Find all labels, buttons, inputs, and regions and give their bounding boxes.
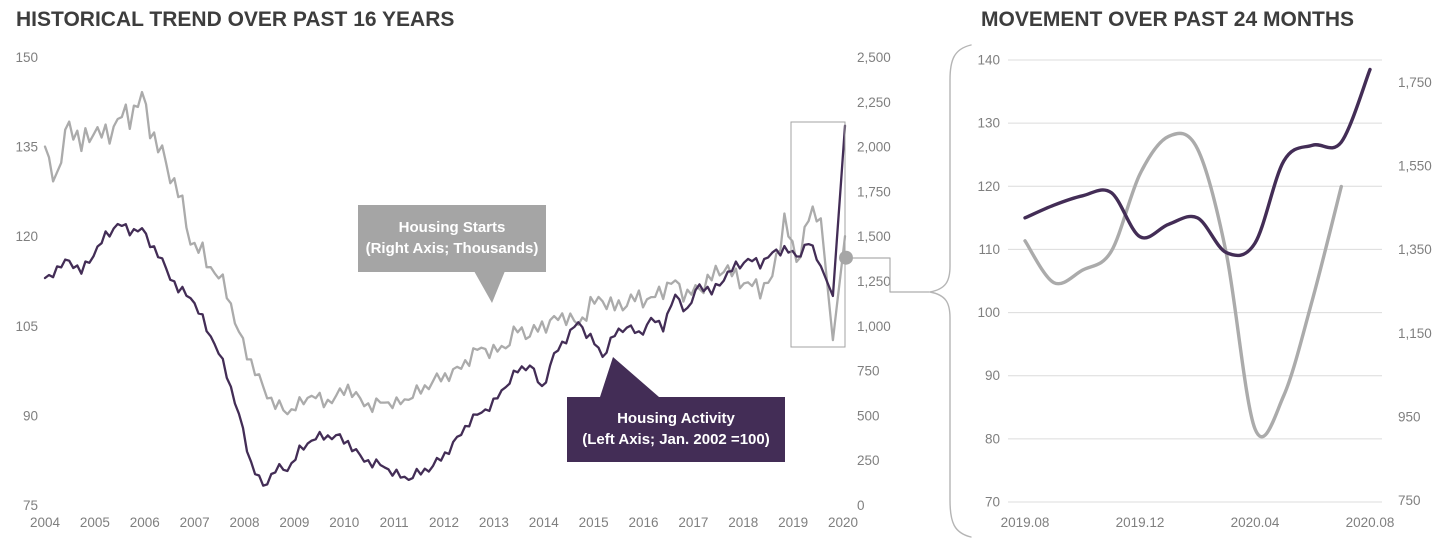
right-axis-tick-label: 1,000 bbox=[857, 319, 891, 334]
left-axis-tick-label: 120 bbox=[977, 179, 1000, 194]
left-axis-tick-label: 75 bbox=[23, 498, 38, 513]
right-axis-tick-label: 1,550 bbox=[1398, 159, 1432, 174]
x-axis-tick-label: 2012 bbox=[429, 515, 459, 530]
housing-starts-callout-line2: (Right Axis; Thousands) bbox=[365, 239, 539, 257]
right-axis-tick-label: 1,150 bbox=[1398, 326, 1432, 341]
right-axis-tick-label: 0 bbox=[857, 498, 865, 513]
right-axis-tick-label: 950 bbox=[1398, 409, 1421, 424]
right-axis-tick-label: 2,500 bbox=[857, 50, 891, 65]
x-axis-tick-label: 2014 bbox=[529, 515, 560, 530]
highlight-box bbox=[790, 121, 846, 348]
housing-activity-callout: Housing Activity (Left Axis; Jan. 2002 =… bbox=[567, 357, 785, 462]
housing-starts-callout: Housing Starts (Right Axis; Thousands) bbox=[358, 205, 546, 303]
x-axis-tick-label: 2018 bbox=[728, 515, 758, 530]
housing-activity-callout-line2: (Left Axis; Jan. 2002 =100) bbox=[582, 430, 770, 448]
right-axis-tick-label: 750 bbox=[1398, 493, 1421, 508]
x-axis-tick-label: 2020 bbox=[828, 515, 858, 530]
right-axis-tick-label: 1,350 bbox=[1398, 242, 1432, 257]
left-axis-tick-label: 70 bbox=[985, 495, 1000, 510]
left-chart-title: HISTORICAL TREND OVER PAST 16 YEARS bbox=[16, 8, 455, 31]
x-axis-tick-label: 2004 bbox=[30, 515, 61, 530]
left-axis-tick-label: 120 bbox=[15, 229, 38, 244]
x-axis-tick-label: 2019 bbox=[778, 515, 808, 530]
callout-pointer-up bbox=[600, 357, 659, 397]
housing-activity-line-recent bbox=[1023, 67, 1372, 258]
left-axis-tick-label: 90 bbox=[23, 408, 38, 423]
x-axis-tick-label: 2006 bbox=[130, 515, 160, 530]
left-axis-tick-label: 110 bbox=[978, 242, 1000, 257]
x-axis-tick-label: 2016 bbox=[628, 515, 658, 530]
right-axis-tick-label: 250 bbox=[857, 453, 880, 468]
x-axis-tick-label: 2010 bbox=[329, 515, 359, 530]
x-axis-tick-label: 2007 bbox=[180, 515, 210, 530]
housing-starts-line-recent bbox=[1023, 131, 1343, 439]
right-axis-tick-label: 2,250 bbox=[857, 95, 891, 110]
left-axis-tick-label: 105 bbox=[15, 319, 38, 334]
left-axis-tick-label: 90 bbox=[985, 368, 1000, 383]
left-axis-tick-label: 135 bbox=[15, 140, 38, 155]
right-axis-tick-label: 750 bbox=[857, 364, 880, 379]
housing-activity-line bbox=[43, 124, 847, 487]
x-axis-tick-label: 2009 bbox=[279, 515, 309, 530]
callout-pointer-down bbox=[474, 271, 505, 303]
x-axis-tick-label: 2017 bbox=[678, 515, 708, 530]
x-axis-tick-label: 2015 bbox=[579, 515, 609, 530]
left-axis-tick-label: 140 bbox=[977, 53, 1000, 68]
x-axis-tick-label: 2005 bbox=[80, 515, 110, 530]
left-axis-tick-label: 100 bbox=[977, 305, 1000, 320]
brace bbox=[929, 44, 972, 538]
right-axis-tick-label: 1,750 bbox=[1398, 75, 1432, 90]
left-axis-tick-label: 80 bbox=[985, 431, 1000, 446]
right-axis-tick-label: 1,250 bbox=[857, 274, 891, 289]
right-axis-tick-label: 2,000 bbox=[857, 140, 891, 155]
housing-activity-callout-line1: Housing Activity bbox=[617, 410, 735, 428]
x-axis-tick-label: 2020.08 bbox=[1346, 515, 1395, 530]
left-axis-tick-label: 130 bbox=[977, 116, 1000, 131]
x-axis-tick-label: 2008 bbox=[229, 515, 259, 530]
x-axis-tick-label: 2011 bbox=[380, 515, 409, 530]
connector-line bbox=[852, 257, 930, 293]
housing-starts-line bbox=[43, 90, 847, 416]
x-axis-tick-label: 2020.04 bbox=[1231, 515, 1280, 530]
x-axis-tick-label: 2013 bbox=[479, 515, 509, 530]
x-axis-tick-label: 2019.08 bbox=[1001, 515, 1050, 530]
latest-value-dot bbox=[839, 250, 853, 265]
right-axis-tick-label: 1,500 bbox=[857, 229, 891, 244]
left-axis-tick-label: 150 bbox=[15, 50, 38, 65]
right-chart-title: MOVEMENT OVER PAST 24 MONTHS bbox=[981, 8, 1354, 31]
right-axis-tick-label: 1,750 bbox=[857, 184, 891, 199]
right-axis-tick-label: 500 bbox=[857, 408, 880, 423]
x-axis-tick-label: 2019.12 bbox=[1116, 515, 1165, 530]
housing-starts-callout-line1: Housing Starts bbox=[398, 219, 506, 237]
